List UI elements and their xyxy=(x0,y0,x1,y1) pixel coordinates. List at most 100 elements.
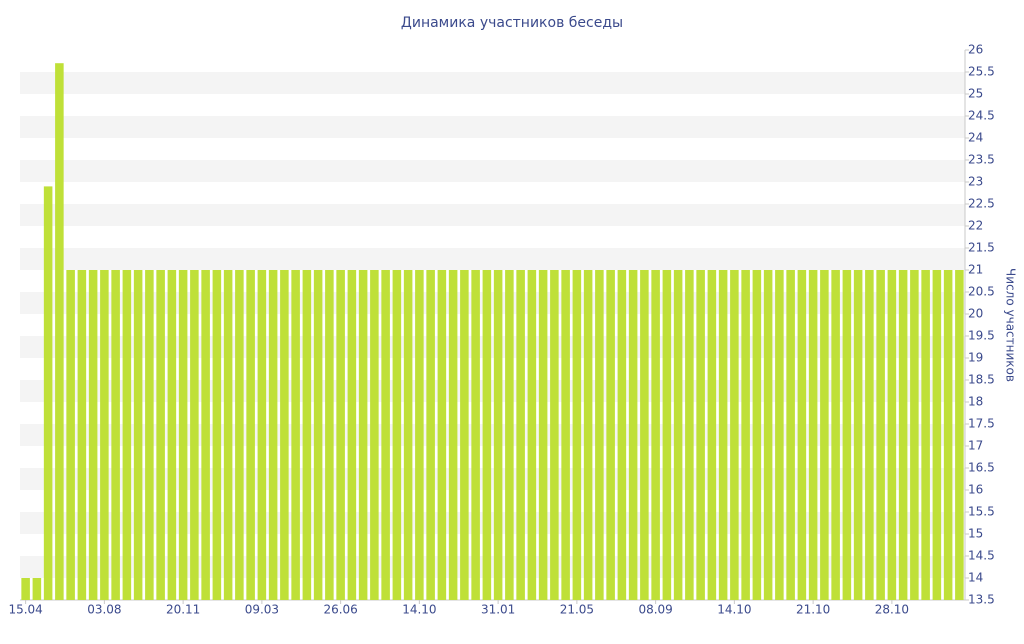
grid-band xyxy=(20,72,965,94)
bar xyxy=(617,270,627,600)
y-tick-label: 14 xyxy=(968,571,983,585)
bar xyxy=(842,270,852,600)
y-axis-label: Число участников xyxy=(1004,268,1018,382)
bar xyxy=(403,270,413,600)
bar xyxy=(88,270,98,600)
bar xyxy=(291,270,300,600)
y-tick-label: 17.5 xyxy=(968,417,995,431)
bar xyxy=(77,270,87,600)
bar xyxy=(122,270,132,600)
bar xyxy=(673,270,683,600)
bar xyxy=(955,270,964,600)
bar xyxy=(797,270,807,600)
y-tick-label: 18.5 xyxy=(968,373,995,387)
grid-band xyxy=(20,336,965,358)
bar xyxy=(280,270,289,600)
y-tick-label: 22 xyxy=(968,219,983,233)
bar xyxy=(606,270,615,600)
bar xyxy=(145,270,154,600)
grid-band xyxy=(20,292,965,314)
y-tick-label: 20 xyxy=(968,307,983,321)
y-tick-label: 19.5 xyxy=(968,329,995,343)
bar xyxy=(325,270,334,600)
bar xyxy=(763,270,773,600)
bar xyxy=(493,270,503,600)
bar xyxy=(786,270,795,600)
bar xyxy=(347,270,357,600)
x-tick-label: 21.05 xyxy=(560,603,594,617)
bar xyxy=(572,270,582,600)
bar xyxy=(696,270,705,600)
bar xyxy=(415,270,424,600)
bar xyxy=(516,270,525,600)
bar xyxy=(718,270,728,600)
bar xyxy=(853,270,863,600)
bar xyxy=(527,270,537,600)
x-tick-label: 28.10 xyxy=(875,603,909,617)
bar xyxy=(370,270,379,600)
bar xyxy=(775,270,784,600)
bar xyxy=(43,186,53,600)
grid-band xyxy=(20,556,965,578)
bar xyxy=(21,578,30,600)
bar xyxy=(662,270,672,600)
grid-band xyxy=(20,512,965,534)
y-tick-label: 22.5 xyxy=(968,197,995,211)
bar xyxy=(752,270,762,600)
bar xyxy=(651,270,660,600)
y-tick-label: 24 xyxy=(968,131,983,145)
bar xyxy=(302,270,312,600)
x-tick-label: 14.10 xyxy=(402,603,436,617)
bar xyxy=(943,270,953,600)
bar xyxy=(628,270,638,600)
bar xyxy=(437,270,447,600)
bar xyxy=(887,270,897,600)
bar xyxy=(381,270,390,600)
bar xyxy=(595,270,604,600)
bar xyxy=(505,270,514,600)
bar xyxy=(178,270,188,600)
y-tick-label: 20.5 xyxy=(968,285,995,299)
bar xyxy=(223,270,233,600)
y-tick-label: 13.5 xyxy=(968,593,995,607)
grid-band xyxy=(20,380,965,402)
y-tick-label: 18 xyxy=(968,395,983,409)
bar xyxy=(201,270,210,600)
bar xyxy=(471,270,480,600)
bar xyxy=(257,270,267,600)
y-tick-label: 15.5 xyxy=(968,505,995,519)
bar xyxy=(448,270,458,600)
x-tick-label: 26.06 xyxy=(323,603,357,617)
x-tick-label: 08.09 xyxy=(638,603,672,617)
bar xyxy=(55,63,64,600)
bar xyxy=(538,270,548,600)
bar xyxy=(358,270,368,600)
bar xyxy=(876,270,885,600)
grid-band xyxy=(20,248,965,270)
y-tick-label: 16.5 xyxy=(968,461,995,475)
y-tick-label: 21.5 xyxy=(968,241,995,255)
bar xyxy=(808,270,818,600)
y-tick-label: 14.5 xyxy=(968,549,995,563)
x-tick-label: 20.11 xyxy=(166,603,200,617)
bar xyxy=(921,270,930,600)
bar xyxy=(212,270,222,600)
y-tick-label: 16 xyxy=(968,483,983,497)
x-tick-label: 03.08 xyxy=(87,603,121,617)
bar xyxy=(100,270,109,600)
bar xyxy=(426,270,435,600)
bar xyxy=(392,270,402,600)
y-tick-label: 25.5 xyxy=(968,65,995,79)
bar xyxy=(730,270,739,600)
bar xyxy=(820,270,829,600)
bar xyxy=(32,578,42,600)
bar xyxy=(156,270,165,600)
bar xyxy=(460,270,469,600)
x-tick-label: 21.10 xyxy=(796,603,830,617)
bar xyxy=(133,270,143,600)
bar xyxy=(831,270,840,600)
bar xyxy=(561,270,570,600)
y-tick-label: 24.5 xyxy=(968,109,995,123)
